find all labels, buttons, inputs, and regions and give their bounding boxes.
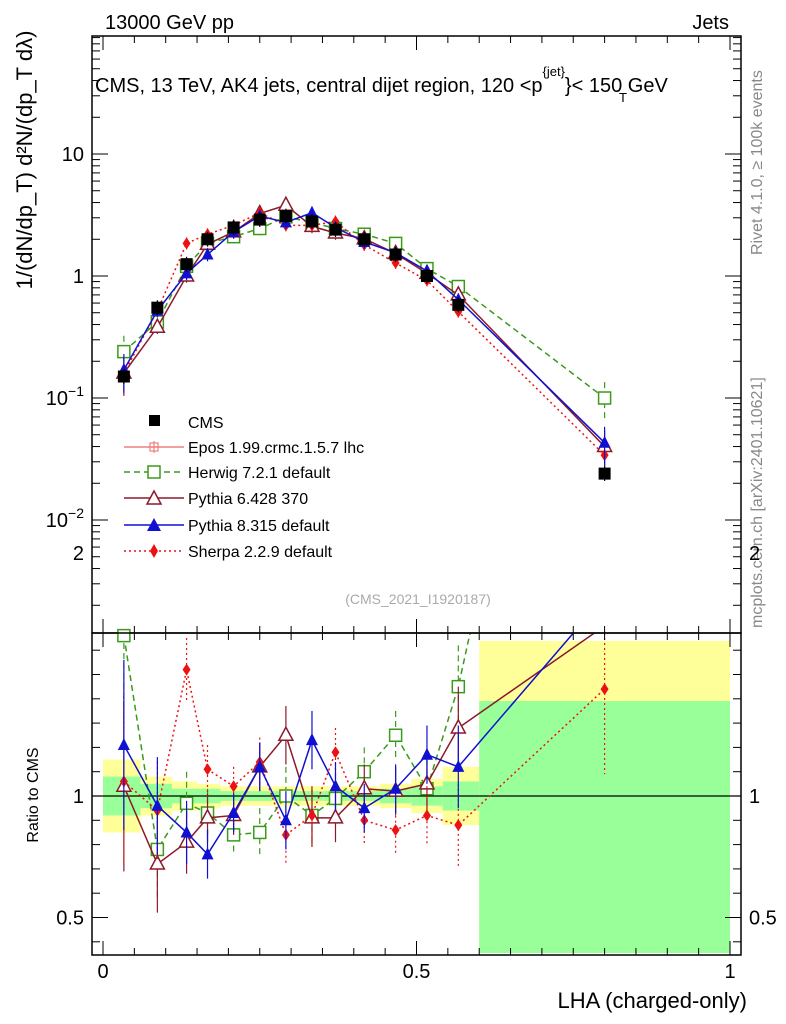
legend-label-cms: CMS (188, 415, 224, 432)
data-point-sherpa (391, 824, 400, 837)
data-point-cms (420, 270, 433, 282)
legend-label-pythia6: Pythia 6.428 370 (188, 491, 308, 508)
data-point-cms (305, 215, 318, 228)
watermark: (CMS_2021_I1920187) (345, 591, 491, 607)
data-point-sherpa (600, 683, 609, 696)
data-point-pythia8 (305, 733, 318, 746)
data-point-herwig (597, 391, 612, 405)
data-point-pythia8 (598, 435, 611, 448)
data-point-pythia8 (227, 806, 240, 819)
data-point-pythia8 (151, 798, 164, 811)
y-axis-label-main: 1/(dN/dp_T) d²N/(dp_T dλ) (12, 31, 37, 290)
data-point-cms (279, 210, 292, 223)
data-point-cms (180, 258, 193, 271)
data-point-pythia6 (277, 195, 295, 212)
y-tick-label: 2 (749, 543, 760, 565)
mcplots-text: mcplots.cern.ch [arXiv:2401.10621] (749, 377, 766, 628)
data-point-pythia8 (420, 747, 433, 760)
data-point-pythia8 (358, 801, 371, 814)
legend-marker-pythia8 (147, 518, 161, 531)
chart-title: CMS, 13 TeV, AK4 jets, central dijet reg… (95, 64, 668, 97)
legend-marker-herwig (147, 465, 161, 479)
data-point-cms (358, 233, 371, 246)
legend-label-sherpa: Sherpa 2.2.9 default (188, 544, 333, 561)
data-point-sherpa (182, 663, 191, 676)
data-point-sherpa (229, 780, 238, 793)
data-point-sherpa (422, 809, 431, 822)
data-point-herwig (117, 628, 131, 643)
y-axis-label-ratio: Ratio to CMS (25, 747, 42, 842)
y-axis-label-main-text: 1/(dN/dp_T) d²N/(dp_T dλ) (12, 31, 37, 290)
data-point-sherpa (182, 237, 191, 250)
data-point-cms (452, 298, 465, 311)
data-point-herwig (388, 728, 403, 742)
data-point-pythia8 (117, 737, 130, 750)
y-tick-label: 0.5 (56, 908, 84, 930)
data-point-sherpa (203, 763, 212, 776)
data-point-pythia8 (180, 266, 193, 279)
data-point-pythia8 (305, 205, 318, 218)
data-point-pythia8 (201, 847, 214, 860)
data-point-pythia8 (253, 759, 266, 772)
data-point-pythia8 (201, 247, 214, 260)
header-right: Jets (692, 12, 729, 34)
legend-label-epos: Epos 1.99.crmc.1.5.7 lhc (188, 440, 364, 457)
legend-label-herwig: Herwig 7.2.1 default (188, 465, 331, 482)
data-point-pythia8 (452, 759, 465, 772)
y-tick-label: 1 (73, 266, 84, 288)
y-tick-label: 10−1 (46, 383, 84, 410)
data-point-pythia6 (149, 854, 166, 870)
series-line-pythia8 (123, 211, 606, 444)
main-plot: 10−2 10−1 1 10 (46, 35, 742, 634)
legend-marker-pythia6 (145, 489, 163, 505)
x-tick-label: 0 (97, 961, 108, 983)
ratio-line-herwig (123, 632, 471, 852)
data-point-cms (253, 213, 266, 226)
data-point-pythia8 (279, 813, 292, 826)
data-point-sherpa (454, 819, 463, 832)
y-tick-label: 1 (749, 786, 760, 808)
data-point-pythia6 (277, 725, 295, 741)
legend: CMS Epos 1.99.crmc.1.5.7 lhc Herwig 7.2.… (124, 415, 364, 561)
ratio-line-sherpa (123, 669, 606, 837)
data-point-cms (201, 233, 214, 246)
legend-marker-epos (148, 441, 160, 453)
legend-label-pythia8: Pythia 8.315 default (188, 518, 330, 535)
x-axis-label: LHA (charged-only) (557, 988, 747, 1013)
data-point-pythia6 (199, 808, 216, 824)
legend-marker-sherpa (150, 544, 158, 558)
y-tick-label: 2 (73, 543, 84, 565)
data-point-cms (117, 370, 130, 383)
data-point-cms (151, 301, 164, 314)
data-point-pythia6 (327, 808, 344, 824)
title-subscript: T (619, 90, 627, 105)
y-tick-label: 0.5 (749, 908, 777, 930)
y-tick-label: 1 (73, 786, 84, 808)
data-point-pythia8 (389, 781, 402, 794)
data-point-sherpa (331, 746, 340, 759)
data-point-cms (598, 467, 611, 480)
y-tick-label: 10 (62, 144, 84, 166)
data-point-cms (227, 221, 240, 234)
data-point-cms (329, 223, 342, 236)
rivet-text: Rivet 4.1.0, ≥ 100k events (749, 70, 766, 255)
data-point-cms (389, 248, 402, 261)
header-left: 13000 GeV pp (105, 12, 234, 34)
x-tick-label: 0.5 (403, 961, 431, 983)
legend-marker-cms (149, 415, 160, 426)
data-point-sherpa (307, 809, 316, 822)
data-point-pythia8 (329, 779, 342, 792)
data-point-herwig (253, 825, 267, 840)
x-tick-label: 1 (724, 961, 735, 983)
data-point-pythia6 (149, 317, 166, 334)
ratio-plot: 0.5 0.5 1 1 2 2 0 0.5 1 (56, 543, 777, 983)
y-tick-label: 10−2 (46, 505, 84, 532)
data-point-pythia8 (180, 825, 193, 838)
